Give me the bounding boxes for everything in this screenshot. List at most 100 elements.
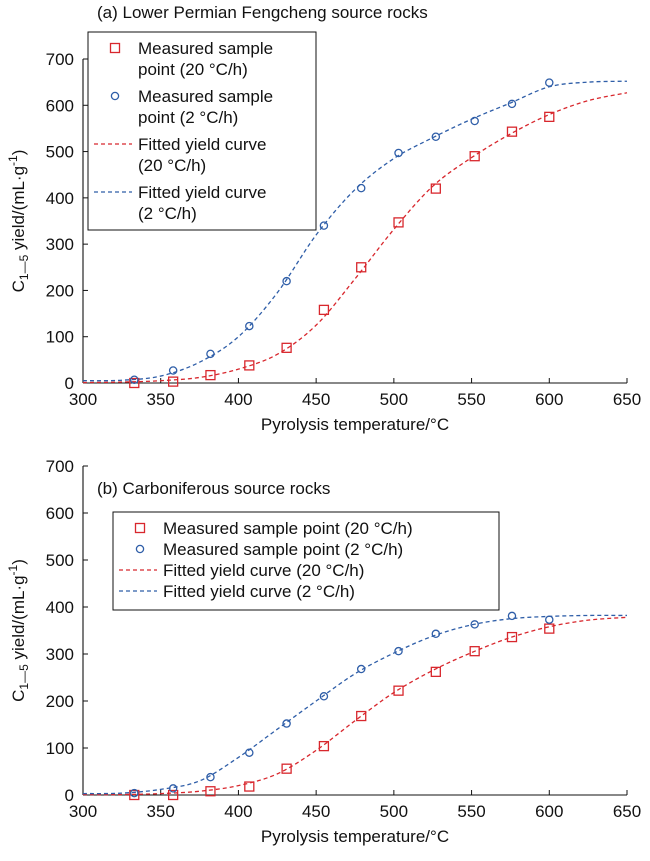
data-point-square [318,304,330,316]
legend-label: point (2 °C/h) [138,108,238,127]
legend-box [112,511,500,611]
data-point-square [281,763,292,774]
y-tick-label: 100 [46,328,74,347]
data-point-circle [545,615,554,624]
y-axis-label-end: ) [9,150,28,156]
data-point-square [544,111,555,123]
data-point-square [356,710,367,722]
x-axis-label: Pyrolysis temperature/°C [261,827,449,846]
data-point-square [167,789,179,801]
data-point-circle [507,99,517,109]
panel-title: (b) Carboniferous source rocks [97,479,330,498]
data-point-circle [168,784,178,793]
data-point-circle [470,620,479,629]
data-point-circle [470,116,479,126]
y-tick-label: 300 [46,235,74,254]
legend-marker-circle [135,544,145,554]
fitted-curve-3 [82,80,628,382]
y-tick-label: 400 [46,189,74,208]
y-tick-label: 200 [46,692,74,711]
y-axis-label-main: C [9,690,28,702]
x-tick-label: 350 [147,390,175,409]
data-point-circle [356,183,366,193]
y-tick-label: 700 [46,457,74,476]
data-point-square [281,342,292,353]
data-point-square [244,781,255,792]
fitted-curve-3 [82,614,628,795]
x-tick-label: 450 [302,802,330,821]
legend-label: Fitted yield curve (2 °C/h) [163,582,355,601]
y-tick-label: 600 [46,504,74,523]
data-point-square [205,786,216,797]
data-point-circle [206,772,215,782]
data-point-circle [394,646,403,656]
legend-label: Measured sample point (20 °C/h) [163,519,413,538]
y-tick-label: 400 [46,598,74,617]
x-tick-label: 300 [69,390,97,409]
y-tick-label: 0 [65,786,74,805]
y-axis-label-sub: 1—5 [17,254,31,280]
y-axis-label-main: C [9,280,28,292]
y-tick-label: 700 [46,50,74,69]
data-point-square [506,631,518,643]
legend-label: point (20 °C/h) [138,60,248,79]
data-point-square [393,685,404,696]
x-tick-label: 600 [535,390,563,409]
y-tick-label: 300 [46,645,74,664]
legend-marker-circle [110,91,120,101]
x-tick-label: 400 [224,802,252,821]
y-tick-label: 600 [46,96,74,115]
legend-label: Measured sample [138,87,273,106]
data-point-square [430,183,441,194]
x-tick-label: 300 [69,802,97,821]
x-tick-label: 500 [380,390,408,409]
x-tick-label: 350 [147,802,175,821]
data-point-circle [319,221,329,230]
data-point-square [244,360,255,371]
y-axis-label-sup: -1 [6,155,20,166]
legend-label: Fitted yield curve [138,135,267,154]
y-tick-label: 500 [46,143,74,162]
y-axis-label-tail: yield/(mL·g [9,575,28,664]
data-point-circle [130,788,139,798]
data-point-square [318,740,330,752]
y-axis-label-end: ) [9,559,28,565]
panel-a: 300 350 400 450 500 550 600 650 0 100 200 300 400 500… [6,3,641,434]
y-axis-label-sub: 1—5 [17,664,31,690]
x-axis-label: Pyrolysis temperature/°C [261,415,449,434]
legend-label: Measured sample point (2 °C/h) [163,540,403,559]
x-tick-label: 650 [613,390,641,409]
data-point-circle [431,629,441,639]
data-point-circle [545,78,554,87]
data-point-circle [394,148,403,158]
legend-label: (2 °C/h) [138,204,197,223]
data-point-square [205,369,216,381]
legend: Measured sample point (20 °C/h) Measured … [112,511,500,611]
data-point-square [506,126,518,137]
x-tick-label: 650 [613,802,641,821]
y-tick-label: 200 [46,281,74,300]
data-point-square [430,666,441,678]
data-point-circle [431,132,441,142]
y-tick-label: 0 [65,374,74,393]
data-point-square [167,376,179,387]
x-tick-label: 600 [535,802,563,821]
data-point-circle [168,366,178,375]
y-tick-label: 500 [46,551,74,570]
data-point-circle [282,719,291,728]
data-point-circle [319,692,329,701]
data-point-circle [356,664,366,674]
legend-label: Fitted yield curve [138,183,267,202]
fitted-curve-2 [82,616,628,796]
legend-box [87,31,317,231]
y-axis-label-tail: yield/(mL·g [9,166,28,255]
data-point-circle [507,611,517,621]
legend: Measured sample point (20 °C/h) Measured s… [87,31,317,231]
data-point-circle [206,349,215,359]
legend-label: Fitted yield curve (20 °C/h) [163,561,364,580]
x-tick-label: 550 [457,802,485,821]
panel-title: (a) Lower Permian Fengcheng source rocks [97,3,428,22]
x-tick-label: 500 [380,802,408,821]
